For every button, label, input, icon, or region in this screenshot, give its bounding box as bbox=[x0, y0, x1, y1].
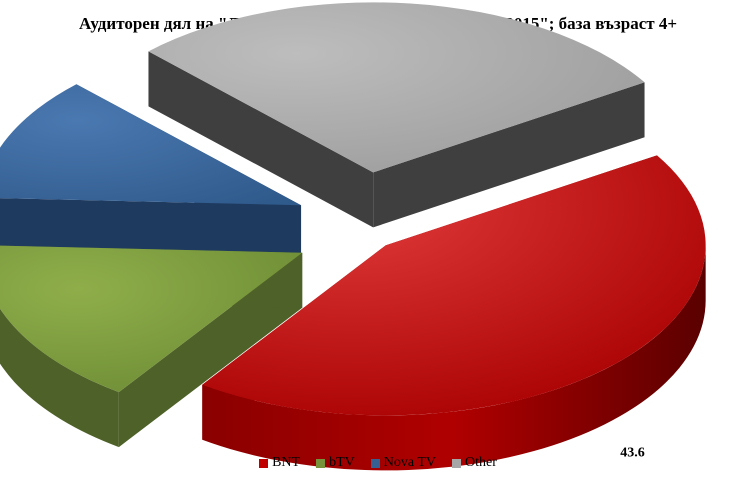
legend-swatch bbox=[316, 458, 326, 468]
legend-item-bnt: BNT bbox=[259, 455, 300, 471]
legend-label: bTV bbox=[329, 455, 355, 470]
legend-label: BNT bbox=[272, 455, 301, 470]
slice-top bbox=[148, 2, 645, 173]
slice-nova-tv bbox=[0, 84, 302, 261]
legend-label: Other bbox=[465, 455, 497, 470]
slice-wall bbox=[373, 82, 645, 228]
legend-swatch bbox=[259, 458, 269, 468]
legend-label: Nova TV bbox=[383, 455, 436, 470]
slice-wall bbox=[148, 51, 374, 228]
slice-rim bbox=[202, 245, 706, 471]
slice-bnt bbox=[202, 155, 706, 471]
legend-item-nova-tv: Nova TV bbox=[370, 455, 436, 471]
slice-rim bbox=[0, 308, 119, 448]
legend-swatch bbox=[370, 458, 380, 468]
legend-swatch bbox=[452, 458, 461, 468]
legend-item-other: Other bbox=[452, 455, 497, 471]
legend: BNT bTV Nova TV Other bbox=[0, 455, 756, 471]
slice-other bbox=[148, 2, 645, 228]
slice-top bbox=[0, 84, 302, 206]
data-label-bnt: 43.6 bbox=[620, 445, 645, 460]
slice-btv bbox=[0, 245, 303, 448]
slice-top bbox=[0, 245, 303, 393]
legend-item-btv: bTV bbox=[316, 455, 355, 471]
slice-top bbox=[202, 155, 706, 416]
